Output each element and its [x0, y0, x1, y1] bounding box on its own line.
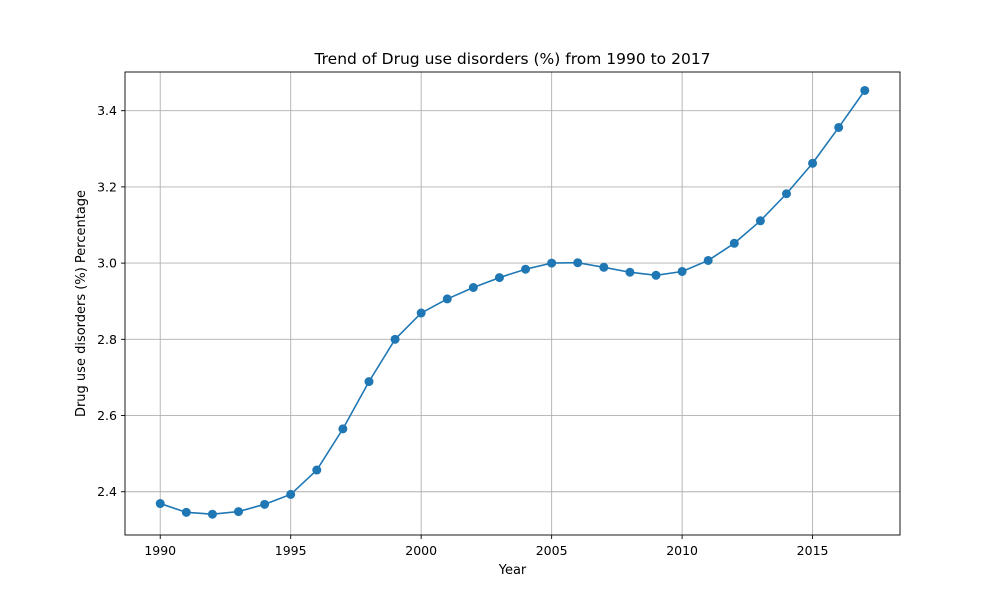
data-point: [416, 308, 426, 318]
data-point: [651, 270, 661, 280]
plot-frame: [124, 71, 901, 536]
data-point: [834, 122, 844, 132]
data-point: [494, 273, 504, 283]
series-drug-use-disorders: [155, 85, 870, 519]
x-tick-label: 2005: [536, 543, 568, 558]
y-tick-label: 3.4: [97, 103, 117, 118]
data-point: [808, 158, 818, 168]
data-point: [155, 499, 165, 509]
data-point: [442, 294, 452, 304]
data-point: [573, 258, 583, 268]
data-point: [181, 507, 191, 517]
data-point: [703, 255, 713, 265]
y-tick-label: 3.2: [97, 179, 117, 194]
data-point: [234, 507, 244, 517]
data-point: [390, 334, 400, 344]
y-tick-label: 2.6: [97, 408, 117, 423]
data-point: [338, 424, 348, 434]
data-point: [468, 282, 478, 292]
y-tick-label: 2.8: [97, 332, 117, 347]
x-tick-label: 2010: [666, 543, 698, 558]
x-tick-label: 1995: [275, 543, 307, 558]
data-point: [207, 509, 217, 519]
data-point: [625, 267, 635, 277]
grid: [125, 72, 900, 535]
x-tick-label: 1990: [144, 543, 176, 558]
chart-title: Trend of Drug use disorders (%) from 199…: [313, 50, 710, 68]
data-point: [521, 264, 531, 274]
data-point: [260, 499, 270, 509]
data-point: [364, 377, 374, 387]
x-tick-label: 2015: [797, 543, 829, 558]
data-point: [599, 262, 609, 272]
data-point: [286, 489, 296, 499]
data-point: [781, 189, 791, 199]
x-tick-label: 2000: [405, 543, 437, 558]
axis-ticks: 1990 1995 2000 2005 2010 2015 2.4 2.6 2.8 3.0 3.2 3…: [97, 103, 828, 558]
data-point: [677, 266, 687, 276]
x-axis-title: Year: [498, 563, 527, 578]
y-tick-label: 3.0: [97, 256, 117, 271]
y-axis-title: Drug use disorders (%) Percentage: [74, 190, 89, 417]
series-line: [159, 90, 866, 516]
data-point: [755, 216, 765, 226]
data-point: [312, 465, 322, 475]
data-point: [547, 258, 557, 268]
y-tick-label: 2.4: [97, 484, 117, 499]
data-point: [729, 238, 739, 248]
data-point: [860, 85, 870, 95]
